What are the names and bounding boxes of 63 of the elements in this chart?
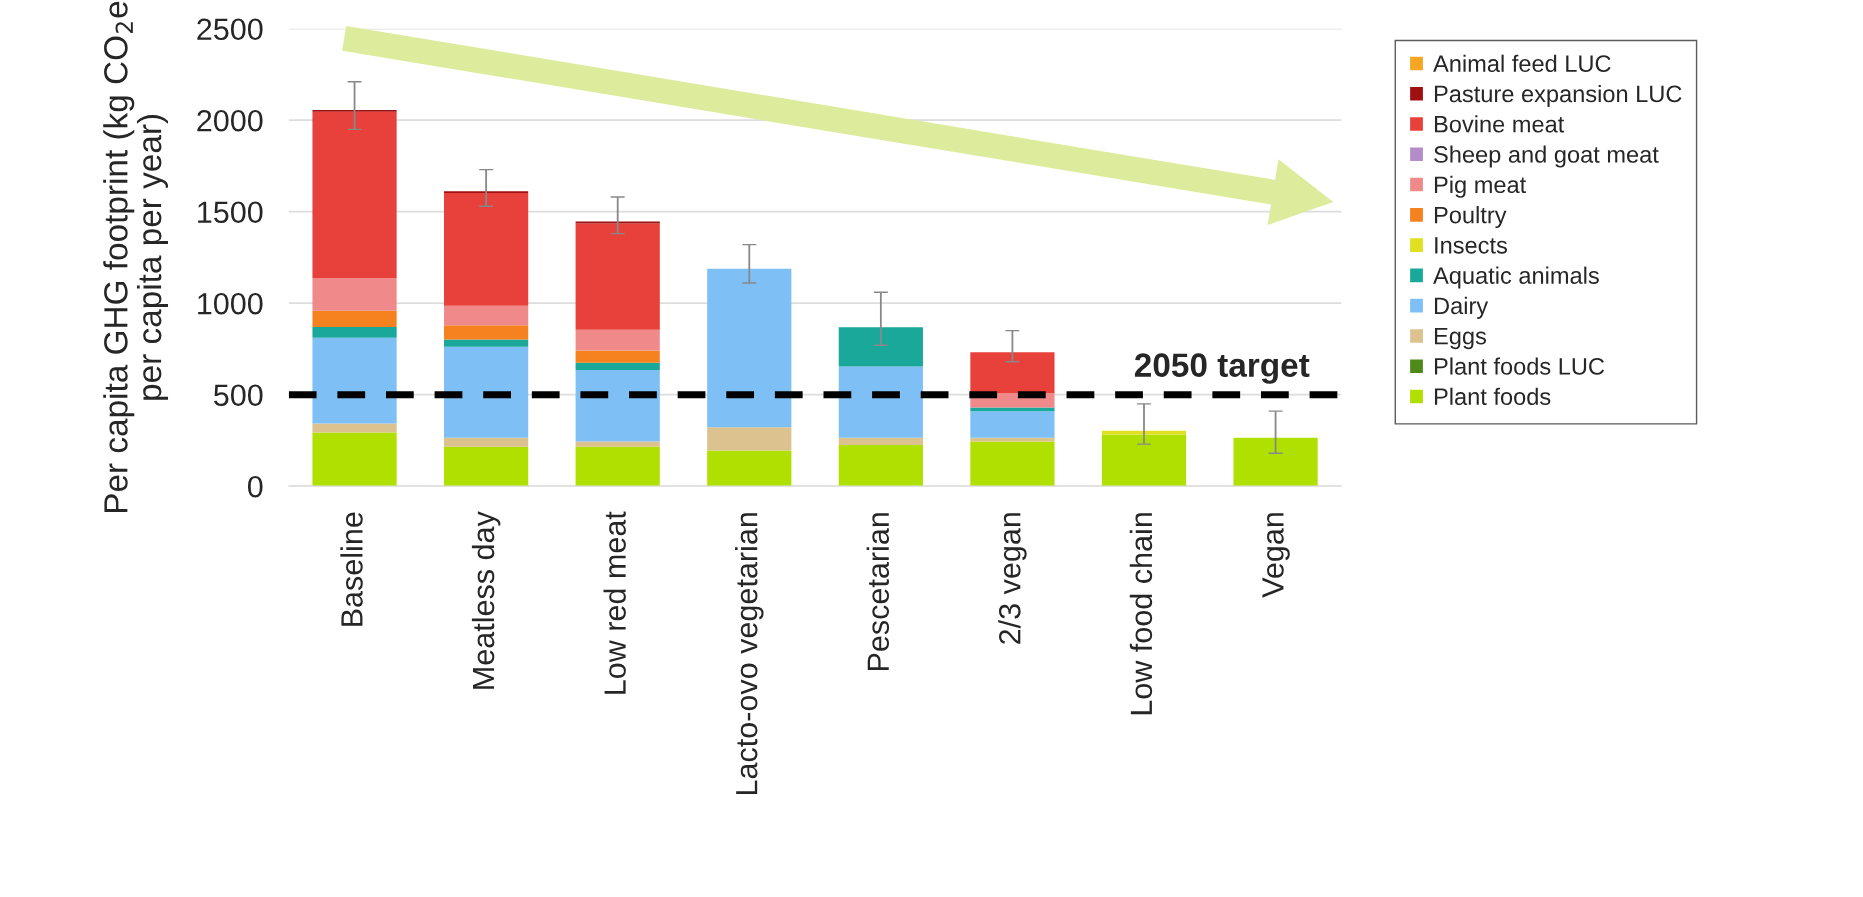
bar xyxy=(1233,437,1318,487)
x-tick-label: Low red meat xyxy=(603,511,626,694)
legend-label: Poultry xyxy=(1434,206,1507,229)
legend-label: Aquatic animals xyxy=(1433,266,1599,289)
bar xyxy=(444,339,529,347)
bar xyxy=(575,329,660,351)
bar xyxy=(444,193,529,306)
bar xyxy=(970,352,1055,394)
x-tick-label: Baseline xyxy=(340,512,363,626)
ref-line-label: 2050 target xyxy=(1134,353,1310,384)
bar xyxy=(312,423,397,433)
legend-label: Animal feed LUC xyxy=(1433,54,1611,73)
bar xyxy=(838,437,923,445)
bar xyxy=(444,446,529,487)
x-tick-label: Vegan xyxy=(1262,513,1290,598)
bar xyxy=(970,407,1055,412)
bar xyxy=(575,362,660,370)
y-tick-label: 1500 xyxy=(198,201,263,224)
bar xyxy=(575,350,660,363)
bar xyxy=(575,446,660,487)
y-tick-label: 1000 xyxy=(198,292,263,315)
bar xyxy=(707,450,792,487)
bar xyxy=(838,327,923,367)
bar xyxy=(1101,434,1187,487)
bar xyxy=(575,369,660,442)
bar xyxy=(838,445,923,487)
x-tick-label: 2/3 vegan xyxy=(998,513,1027,644)
legend-label: Eggs xyxy=(1434,328,1487,350)
bar xyxy=(312,337,397,424)
bar xyxy=(312,277,397,311)
bar xyxy=(707,268,792,428)
legend-label: Sheep and goat meat xyxy=(1434,145,1659,168)
legend-label: Bovine meat xyxy=(1434,115,1565,133)
x-tick-label: Meatless day xyxy=(471,511,501,689)
bar xyxy=(707,427,792,451)
bar xyxy=(312,310,397,327)
bar xyxy=(312,326,397,338)
x-tick-label: Low food chain xyxy=(1129,513,1153,715)
y-tick-label: 2000 xyxy=(197,109,263,132)
bar xyxy=(312,111,397,278)
bar xyxy=(444,325,529,340)
bar xyxy=(575,223,660,330)
legend-label: Insects xyxy=(1435,237,1507,254)
bar xyxy=(838,366,923,438)
bar xyxy=(312,432,397,487)
x-tick-label: Lacto-ovo vegetarian xyxy=(735,513,764,795)
legend-label: Plant foods xyxy=(1434,387,1551,406)
legend-label: Pasture expansion LUC xyxy=(1434,84,1682,107)
legend-label: Dairy xyxy=(1434,296,1489,319)
y-tick-label: 0 xyxy=(247,475,263,498)
legend-label: Pig meat xyxy=(1434,175,1527,198)
y-tick-label: 500 xyxy=(214,384,263,407)
bar xyxy=(970,441,1055,487)
text: Per capita GHG footprint (kg CO$_{2}$e per capita per year) xyxy=(103,1,169,513)
bar xyxy=(575,441,660,447)
x-tick-label: Pescetarian xyxy=(866,513,890,671)
bar xyxy=(970,411,1055,438)
bar xyxy=(444,305,529,326)
legend-label: Plant foods LUC xyxy=(1434,357,1605,375)
y-tick-label: 2500 xyxy=(197,18,263,41)
bar xyxy=(970,437,1055,442)
bar xyxy=(444,437,529,447)
bar xyxy=(444,346,529,438)
